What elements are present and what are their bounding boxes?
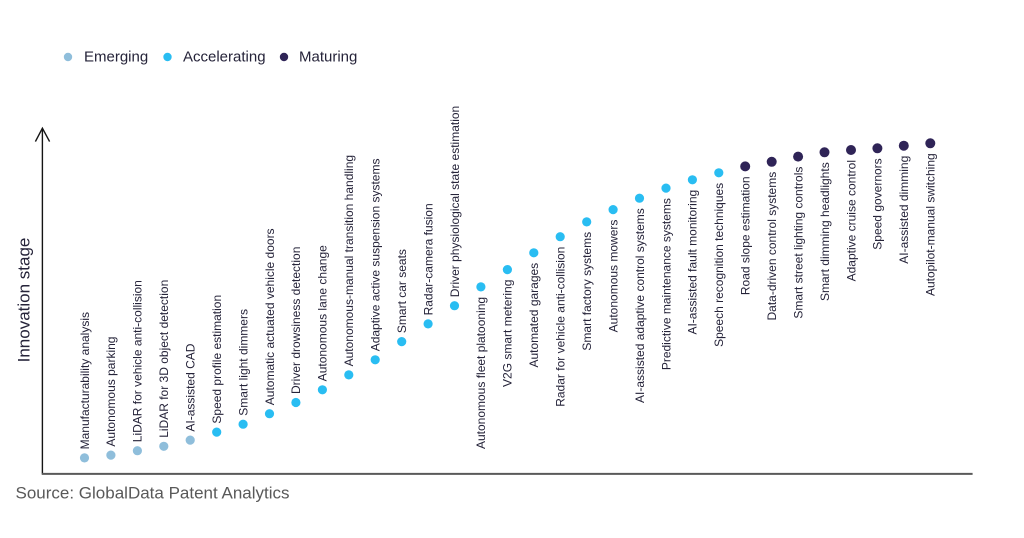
svg-text:Driver drowsiness detection: Driver drowsiness detection — [289, 247, 303, 394]
svg-text:Adaptive cruise control: Adaptive cruise control — [844, 160, 858, 281]
svg-text:Autonomous fleet platooning: Autonomous fleet platooning — [474, 297, 488, 449]
svg-text:Radar-camera fusion: Radar-camera fusion — [421, 203, 435, 315]
svg-text:Emerging: Emerging — [84, 49, 148, 66]
svg-text:Manufacturability analysis: Manufacturability analysis — [78, 312, 92, 449]
svg-text:Accelerating: Accelerating — [183, 49, 266, 66]
svg-text:Maturing: Maturing — [299, 49, 357, 66]
svg-text:AI-assisted adaptive control s: AI-assisted adaptive control systems — [633, 208, 647, 403]
svg-text:Predictive maintenance systems: Predictive maintenance systems — [659, 198, 673, 370]
svg-text:LiDAR for 3D object detection: LiDAR for 3D object detection — [157, 280, 171, 438]
svg-text:Autopilot-manual switching: Autopilot-manual switching — [924, 153, 938, 296]
svg-text:Automatic actuated vehicle doo: Automatic actuated vehicle doors — [263, 228, 277, 405]
svg-text:LiDAR for vehicle anti-collisi: LiDAR for vehicle anti-collision — [131, 280, 145, 442]
svg-text:Autonomous lane change: Autonomous lane change — [316, 245, 330, 381]
svg-text:Autonomous-manual transition h: Autonomous-manual transition handling — [342, 155, 356, 366]
svg-text:Innovation stage: Innovation stage — [15, 238, 34, 363]
svg-text:Smart dimming headlights: Smart dimming headlights — [818, 162, 832, 301]
svg-text:Radar for vehicle anti-collisi: Radar for vehicle anti-collision — [554, 247, 568, 407]
svg-text:Smart street lighting controls: Smart street lighting controls — [791, 167, 805, 319]
svg-text:Speech recognition techniques: Speech recognition techniques — [712, 183, 726, 347]
svg-text:V2G smart metering: V2G smart metering — [501, 280, 515, 387]
svg-text:AI-assisted dimming: AI-assisted dimming — [897, 156, 911, 264]
svg-text:Smart car seats: Smart car seats — [395, 249, 409, 333]
svg-text:Autonomous mowers: Autonomous mowers — [606, 220, 620, 333]
svg-text:Adaptive active suspension sys: Adaptive active suspension systems — [369, 159, 383, 352]
svg-text:Data-driven control systems: Data-driven control systems — [765, 172, 779, 321]
svg-text:Source: GlobalData Patent Anal: Source: GlobalData Patent Analytics — [16, 484, 290, 503]
svg-text:Smart factory systems: Smart factory systems — [580, 232, 594, 351]
svg-text:Road slope estimation: Road slope estimation — [739, 176, 753, 295]
svg-text:Speed governors: Speed governors — [871, 158, 885, 249]
svg-text:Driver physiological state est: Driver physiological state estimation — [448, 106, 462, 297]
svg-text:Automated garages: Automated garages — [527, 263, 541, 368]
svg-text:AI-assisted CAD: AI-assisted CAD — [184, 343, 198, 431]
svg-text:Speed profile estimation: Speed profile estimation — [210, 295, 224, 424]
svg-text:Autonomous parking: Autonomous parking — [104, 337, 118, 447]
svg-text:Smart light dimmers: Smart light dimmers — [236, 309, 250, 416]
svg-text:AI-assisted fault monitoring: AI-assisted fault monitoring — [686, 190, 700, 335]
